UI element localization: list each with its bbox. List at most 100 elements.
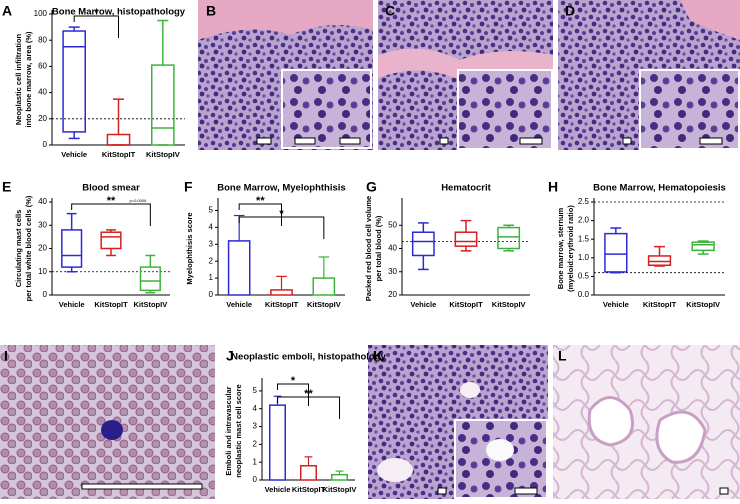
x-tick-label: Vehicle [603,300,629,309]
y-tick-label: 4 [209,222,214,231]
histology-image [558,0,740,150]
box [647,255,672,266]
x-tick-label: KitStopIT [643,300,677,309]
y-tick-label: 40 [38,197,47,206]
box [139,266,161,292]
x-tick-label: Vehicle [226,300,252,309]
significance-bracket [238,216,325,239]
y-tick-label: 40 [388,244,397,253]
y-tick-label: 0 [43,140,48,149]
chart-title: Hematocrit [441,183,491,194]
y-tick-label: 5 [253,386,258,395]
x-tick-label: KitStopIT [265,300,299,309]
significance-label: * [94,7,99,19]
y-tick-label: 20 [388,290,397,299]
significance-label: ** [304,388,313,400]
panel-label: D [565,3,575,19]
significance-bracket [71,203,151,226]
x-tick-label: KitStopIV [492,300,526,309]
y-tick-label: 0 [253,475,258,484]
panel-label: K [373,348,383,364]
y-tick-label: 5 [209,206,214,215]
box [497,226,521,250]
y-tick-label: 20 [38,244,47,253]
chart-title: Bone Marrow, Myelophthisis [217,183,345,194]
significance-bracket [238,203,282,226]
x-tick-label: KitStopIV [323,485,357,494]
bar [300,464,317,481]
y-tick-label: 3 [253,422,258,431]
y-axis-label: per total white blood cells (%) [24,195,33,301]
box [61,229,83,268]
x-tick-label: Vehicle [59,300,85,309]
y-tick-label: 80 [38,35,47,44]
x-tick-label: KitStopIT [449,300,483,309]
bar [227,240,251,296]
histology-image [378,0,553,150]
box [151,64,175,146]
y-axis-label: per total blood (%) [374,215,383,281]
chart-title: Bone Marrow, Hematopoiesis [593,183,726,194]
panel-label: A [2,3,12,19]
bar [331,473,348,481]
chart-title: Neoplastic emboli, histopathology [231,352,386,363]
y-tick-label: 100 [34,9,48,18]
box [100,231,122,250]
panel-label: L [558,348,567,364]
y-tick-label: 3 [209,239,214,248]
panel-label: J [226,348,234,364]
y-axis-label: Emboli and intravascular [224,386,233,475]
blood-smear-image [0,345,215,499]
y-axis-label: Neoplastic cell infiltration [14,33,23,125]
panel-label: H [548,179,558,195]
significance-bracket [277,383,309,406]
x-tick-label: KitStopIT [94,300,128,309]
y-tick-label: 60 [38,62,47,71]
y-axis-label: Bone marrow, sternum [556,207,565,289]
x-tick-label: KitStopIV [307,300,341,309]
y-tick-label: 40 [38,88,47,97]
y-axis-label: Packed red blood cell volume [364,196,373,301]
histology-image [198,0,373,150]
chart-title: Bone Marrow, histopathology [52,7,186,18]
panel-label: E [2,179,11,195]
panel-label: B [206,3,216,19]
histology-image [553,345,740,499]
panel-label: F [184,179,193,195]
x-tick-label: KitStopIV [133,300,167,309]
y-tick-label: 10 [38,267,47,276]
y-tick-label: 0.5 [578,272,590,281]
x-tick-label: Vehicle [265,485,291,494]
y-tick-label: 2.0 [578,216,590,225]
significance-bracket [73,15,119,38]
significance-label: ** [107,195,116,207]
panel-label: C [385,3,395,19]
bar [312,277,336,296]
y-tick-label: 2.5 [578,197,590,206]
panel-label: G [366,179,377,195]
y-tick-label: 4 [253,404,258,413]
y-axis-label: neoplastic mast cell score [234,384,243,477]
y-tick-label: 30 [38,220,47,229]
y-axis-label: Myelophthisis score [185,212,194,284]
panel-label: I [4,348,8,364]
significance-label: ** [256,195,265,207]
y-axis-label: Circulating mast cells [14,210,23,288]
significance-label: * [279,208,284,220]
box [691,241,715,252]
significance-bracket [277,396,340,419]
bar [270,289,293,296]
histology-image [368,345,548,499]
x-tick-label: KitStopIV [686,300,720,309]
chart-title: Blood smear [82,183,140,194]
y-axis-label: into bone marrow, area (%) [24,31,33,127]
significance-label: * [291,375,296,387]
box [604,232,628,273]
bar [269,404,286,481]
x-tick-label: KitStopIV [146,150,180,159]
box [106,133,131,146]
x-tick-label: KitStopIT [102,150,136,159]
y-tick-label: 1.0 [578,253,590,262]
y-tick-label: 0 [43,290,48,299]
x-tick-label: Vehicle [61,150,87,159]
